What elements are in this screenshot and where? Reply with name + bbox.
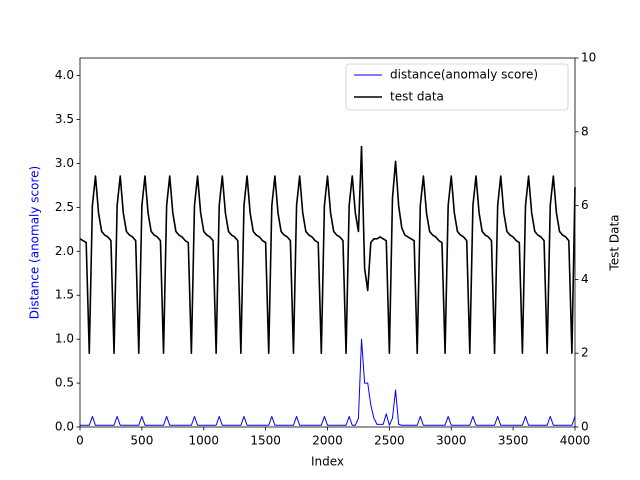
y2-tick-label: 4: [581, 272, 589, 286]
legend-label: distance(anomaly score): [390, 68, 538, 82]
y2-tick-label: 10: [581, 51, 596, 65]
y-tick-label: 2.5: [55, 200, 74, 214]
x-tick-label: 3000: [436, 434, 467, 448]
x-tick-label: 2500: [374, 434, 405, 448]
data-line: [80, 338, 576, 426]
x-tick-label: 0: [76, 434, 84, 448]
x-tick-label: 500: [130, 434, 153, 448]
y-tick-label: 1.0: [55, 332, 74, 346]
y2-axis-label: Test Data: [608, 214, 622, 271]
y2-tick-label: 6: [581, 198, 589, 212]
y-tick-label: 2.0: [55, 244, 74, 258]
y2-tick-label: 0: [581, 420, 589, 434]
x-tick-label: 1000: [188, 434, 219, 448]
y-tick-label: 1.5: [55, 288, 74, 302]
x-tick-label: 3500: [498, 434, 529, 448]
y2-tick-label: 8: [581, 124, 589, 138]
y-tick-label: 3.5: [55, 112, 74, 126]
data-line: [79, 145, 576, 354]
y-tick-label: 3.0: [55, 156, 74, 170]
x-tick-label: 2000: [312, 434, 343, 448]
x-axis-label: Index: [311, 455, 344, 469]
y-tick-label: 4.0: [55, 68, 74, 82]
x-tick-label: 4000: [560, 434, 591, 448]
y-tick-label: 0.5: [55, 376, 74, 390]
legend-label: test data: [390, 90, 444, 104]
legend-box: [345, 63, 569, 111]
y-tick-label: 0.0: [55, 420, 74, 434]
y-axis-label: Distance (anomaly score): [28, 166, 42, 320]
y2-tick-label: 2: [581, 346, 589, 360]
x-tick-label: 1500: [250, 434, 281, 448]
